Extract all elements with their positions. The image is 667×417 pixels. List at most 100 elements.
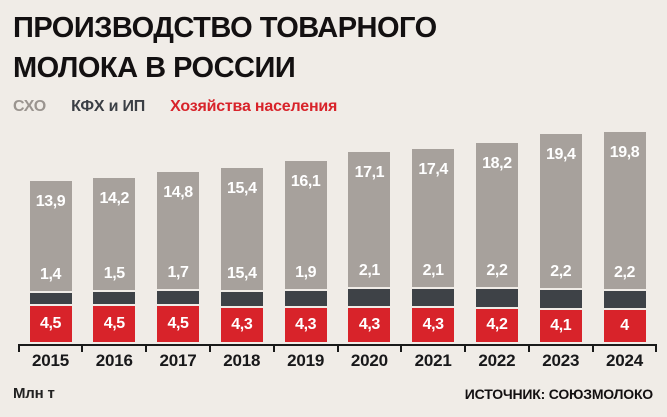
label-sho-value: 19,4 — [545, 146, 576, 164]
x-axis-tick — [208, 344, 211, 352]
segment-households: 4 — [603, 310, 646, 342]
label-households-value: 4,1 — [550, 316, 572, 334]
x-axis-tick — [591, 344, 594, 352]
x-axis-label-2018: 2018 — [223, 351, 261, 370]
y-axis-unit-label: Млн т — [13, 385, 55, 402]
title-line-2: МОЛОКА В РОССИИ — [13, 52, 296, 84]
segment-sho: 17,1 2,1 — [348, 151, 391, 288]
x-axis-tick — [145, 344, 148, 352]
segment-households: 4,3 — [412, 307, 455, 342]
x-axis-tick — [655, 344, 658, 352]
source-label: источник: союзмолоко — [464, 386, 653, 402]
segment-kfh — [412, 289, 455, 306]
label-households-value: 4,5 — [39, 315, 62, 333]
label-households-value: 4,5 — [167, 315, 189, 333]
legend-item-kfh: КФХ и ИП — [71, 98, 146, 115]
segment-sho: 15,4 15,4 — [220, 167, 263, 290]
segment-sho: 14,8 1,7 — [157, 171, 200, 289]
bar-group-2016: 14,2 1,5 4,5 — [93, 177, 136, 342]
segment-households: 4,3 — [348, 307, 391, 342]
segment-households: 4,2 — [475, 308, 518, 342]
bar-group-2018: 15,4 15,4 4,3 — [220, 167, 263, 342]
x-axis-tick — [17, 344, 20, 352]
x-axis-label-2017: 2017 — [159, 351, 197, 370]
label-kfh-value: 15,4 — [227, 264, 257, 282]
label-kfh-value: 1,7 — [167, 263, 189, 281]
label-kfh-value: 2,2 — [486, 262, 508, 280]
label-households-value: 4,3 — [358, 315, 380, 333]
x-axis-line — [18, 344, 657, 346]
legend: СХО КФХ и ИП Хозяйства населения — [13, 98, 337, 116]
label-sho-value: 19,8 — [609, 143, 640, 161]
x-axis-tick — [400, 344, 403, 352]
segment-households: 4,3 — [284, 307, 327, 342]
label-sho-value: 14,8 — [163, 183, 193, 201]
page-title: ПРОИЗВОДСТВО ТОВАРНОГО МОЛОКА В РОССИИ — [13, 8, 437, 88]
segment-kfh — [539, 290, 582, 308]
label-households-value: 4 — [620, 317, 629, 335]
bar-group-2015: 13,9 1,4 4,5 — [29, 181, 72, 342]
legend-item-households: Хозяйства населения — [170, 98, 338, 115]
bar-group-2022: 18,2 2,2 4,2 — [475, 142, 518, 342]
title-line-1: ПРОИЗВОДСТВО ТОВАРНОГО — [13, 12, 437, 44]
label-kfh-value: 2,1 — [422, 262, 444, 280]
label-kfh-value: 1,9 — [295, 263, 317, 281]
label-sho-value: 17,1 — [354, 163, 385, 181]
label-sho-value: 17,4 — [418, 161, 448, 179]
segment-households: 4,5 — [157, 306, 200, 342]
label-kfh-value: 2,1 — [358, 262, 380, 280]
label-households-value: 4,5 — [103, 315, 125, 333]
label-households-value: 4,3 — [422, 315, 444, 333]
segment-households: 4,1 — [539, 309, 582, 342]
label-households-value: 4,3 — [295, 315, 317, 333]
label-households-value: 4,2 — [486, 316, 508, 334]
label-kfh-value: 2,2 — [613, 263, 636, 281]
bar-group-2017: 14,8 1,7 4,5 — [157, 171, 200, 342]
x-axis-label-2023: 2023 — [542, 351, 580, 370]
segment-kfh — [475, 289, 518, 307]
label-sho-value: 16,1 — [290, 173, 321, 191]
x-axis-tick — [272, 344, 275, 352]
x-axis-label-2024: 2024 — [605, 351, 644, 370]
label-sho-value: 15,4 — [227, 179, 257, 197]
x-axis-tick — [464, 344, 467, 352]
segment-sho: 14,2 1,5 — [93, 177, 136, 291]
segment-kfh — [348, 289, 391, 306]
segment-households: 4,3 — [220, 307, 263, 342]
x-axis-label-2019: 2019 — [287, 351, 325, 370]
label-kfh-value: 1,4 — [39, 266, 62, 284]
x-axis-label-2020: 2020 — [350, 351, 388, 370]
x-axis-tick — [81, 344, 84, 352]
segment-sho: 18,2 2,2 — [475, 142, 518, 288]
x-axis-tick — [336, 344, 339, 352]
label-sho-value: 18,2 — [482, 154, 512, 172]
label-sho-value: 14,2 — [99, 189, 130, 207]
segment-sho: 19,4 2,2 — [539, 134, 582, 289]
x-axis-label-2016: 2016 — [95, 351, 133, 370]
segment-kfh — [93, 292, 136, 305]
label-kfh-value: 1,5 — [103, 265, 125, 283]
label-households-value: 4,3 — [231, 315, 253, 333]
segment-kfh — [29, 293, 72, 305]
segment-kfh — [284, 290, 327, 306]
legend-item-sho: СХО — [13, 98, 47, 115]
label-kfh-value: 2,2 — [550, 263, 572, 281]
segment-kfh — [157, 290, 200, 305]
segment-kfh — [603, 290, 646, 309]
x-axis-tick — [527, 344, 530, 352]
segment-sho: 13,9 1,4 — [29, 181, 72, 292]
segment-households: 4,5 — [29, 306, 72, 342]
bar-group-2023: 19,4 2,2 4,1 — [539, 134, 582, 342]
segment-kfh — [220, 291, 263, 306]
segment-sho: 16,1 1,9 — [284, 161, 327, 289]
bar-group-2024: 19,8 2,2 4 — [603, 131, 646, 342]
bar-group-2021: 17,4 2,1 4,3 — [412, 149, 455, 342]
x-axis-label-2021: 2021 — [414, 351, 452, 370]
segment-sho: 19,8 2,2 — [603, 131, 646, 289]
segment-sho: 17,4 2,1 — [412, 149, 455, 288]
bar-group-2019: 16,1 1,9 4,3 — [284, 161, 327, 342]
x-axis-label-2022: 2022 — [478, 351, 516, 370]
x-axis-label-2015: 2015 — [31, 351, 69, 370]
